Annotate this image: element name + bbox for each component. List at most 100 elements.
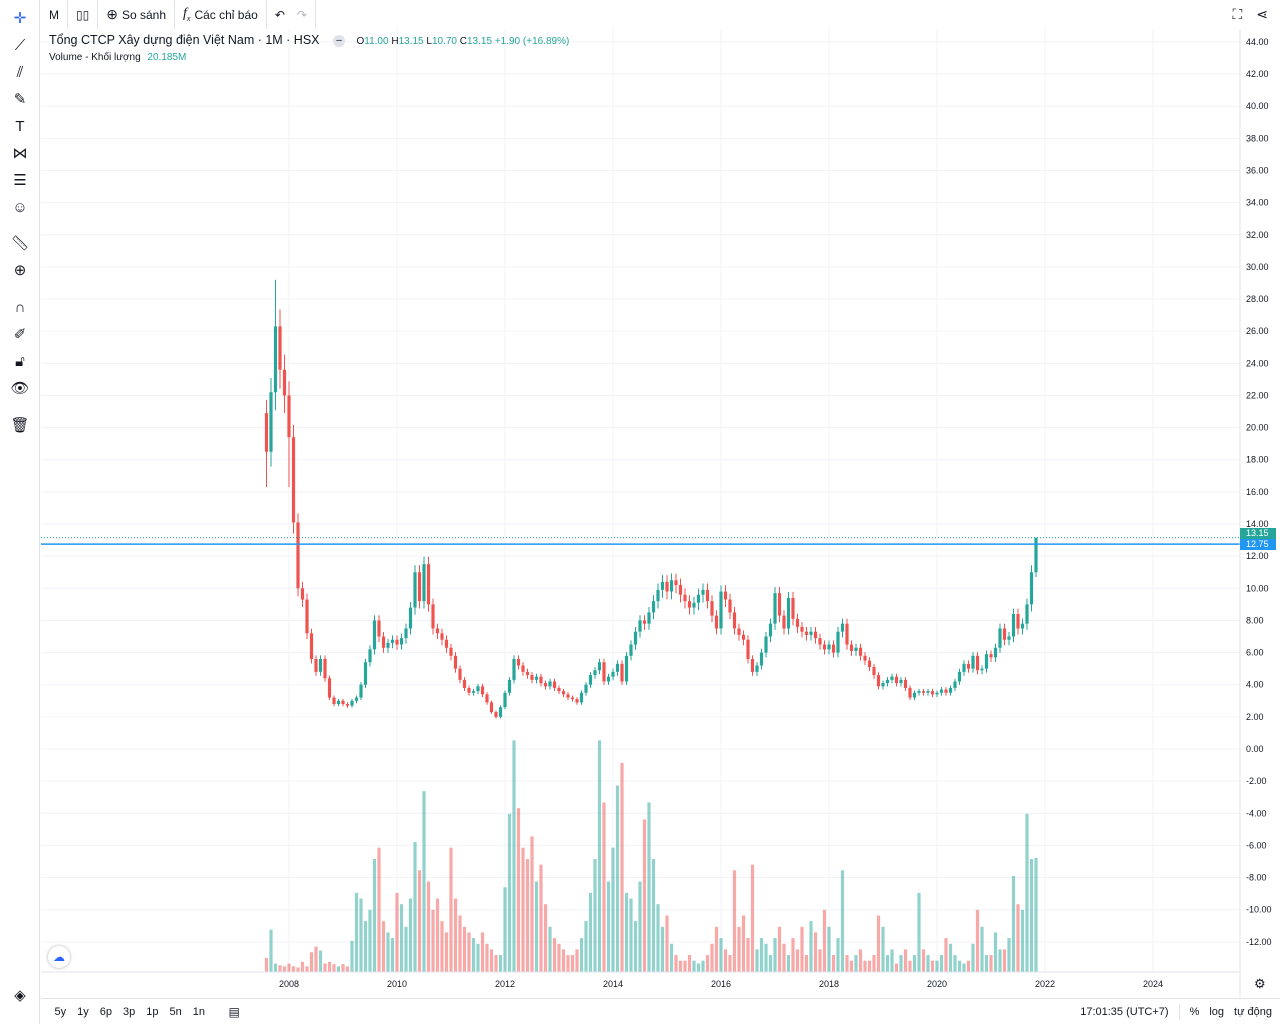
- candle-body: [597, 662, 602, 671]
- candle-body: [926, 691, 930, 693]
- forecast-icon[interactable]: ☰: [13, 172, 27, 189]
- volume-bar: [480, 932, 485, 972]
- volume-bar: [908, 960, 912, 972]
- ruler-icon[interactable]: 📏︎: [10, 235, 30, 252]
- volume-bar: [512, 740, 516, 972]
- volume-bar: [957, 960, 962, 972]
- candle-body: [782, 615, 786, 629]
- text-icon[interactable]: T: [15, 117, 25, 135]
- volume-bar: [791, 938, 795, 972]
- candle-body: [962, 663, 966, 672]
- redo-icon[interactable]: ↷: [296, 7, 307, 22]
- crosshair-icon[interactable]: ✛: [13, 10, 27, 27]
- range-6p[interactable]: 6p: [99, 1005, 112, 1018]
- volume-bar: [620, 762, 624, 972]
- x-tick-label: 2016: [711, 979, 731, 989]
- indicators-button[interactable]: fx Các chỉ báo: [175, 0, 267, 29]
- volume-bar: [543, 904, 548, 972]
- range-1p[interactable]: 1p: [146, 1005, 159, 1018]
- settings-gear-icon[interactable]: ⚙: [1254, 976, 1266, 991]
- share-icon[interactable]: ⋖: [1256, 6, 1268, 22]
- candle-body: [1007, 636, 1011, 640]
- volume-bar: [1025, 813, 1029, 972]
- candle-body: [534, 676, 539, 680]
- volume-bar: [746, 938, 750, 972]
- volume-bar: [422, 791, 426, 972]
- collapse-icon[interactable]: –: [333, 34, 345, 47]
- layers-icon[interactable]: ◈: [14, 987, 26, 1004]
- volume-bar: [750, 864, 755, 972]
- volume-bar: [332, 964, 336, 972]
- plus-circle-icon: ⊕: [106, 6, 118, 22]
- clock[interactable]: 17:01:35 (UTC+7): [1080, 1006, 1169, 1018]
- fullscreen-icon[interactable]: ⛶: [1232, 6, 1243, 22]
- volume-bar: [921, 949, 926, 972]
- lock-icon[interactable]: 🔓︎: [15, 352, 25, 370]
- candle-body: [678, 585, 683, 595]
- trash-icon[interactable]: 🗑︎: [10, 417, 30, 434]
- volume-bar: [498, 955, 503, 972]
- range-1n[interactable]: 1n: [192, 1005, 205, 1018]
- compare-button[interactable]: ⊕ So sánh: [98, 0, 175, 29]
- undo-icon[interactable]: ↶: [274, 7, 285, 22]
- candle-body: [669, 580, 674, 592]
- range-1y[interactable]: 1y: [77, 1005, 89, 1018]
- emoji-icon[interactable]: ☺: [12, 198, 28, 216]
- lock-drawings-icon[interactable]: ✐: [13, 326, 27, 343]
- candle-body: [633, 631, 638, 645]
- candle-body: [269, 392, 273, 452]
- auto-scale-toggle[interactable]: tự động: [1234, 1006, 1272, 1018]
- candle-body: [701, 589, 705, 595]
- candle-body: [471, 691, 476, 693]
- candle-body: [395, 639, 399, 645]
- volume-bar: [755, 949, 759, 972]
- range-3p[interactable]: 3p: [123, 1005, 136, 1018]
- volume-bar: [696, 963, 701, 972]
- log-toggle[interactable]: log: [1209, 1006, 1225, 1018]
- candle-body: [485, 694, 489, 703]
- eye-icon[interactable]: 👁︎: [10, 380, 30, 397]
- zoom-in-icon[interactable]: ⊕: [13, 262, 27, 279]
- candle-body: [1029, 572, 1034, 605]
- range-5y[interactable]: 5y: [54, 1005, 67, 1018]
- candle-body: [881, 683, 885, 687]
- volume-bar: [930, 960, 935, 972]
- pitchfork-icon[interactable]: ⫽: [16, 63, 24, 81]
- magnet-icon[interactable]: ∩: [14, 298, 26, 316]
- candle-body: [944, 689, 948, 693]
- range-5n[interactable]: 5n: [169, 1005, 182, 1018]
- percent-toggle[interactable]: %: [1189, 1006, 1200, 1018]
- volume-bar: [854, 955, 858, 972]
- volume-bar: [296, 967, 300, 972]
- trend-line-icon[interactable]: ⟋: [14, 36, 26, 54]
- symbol-title[interactable]: Tổng CTCP Xây dựng điện Việt Nam · 1M · …: [49, 33, 320, 47]
- date-range-icon[interactable]: ▤: [228, 1004, 240, 1019]
- logo-icon[interactable]: ☁: [48, 946, 70, 968]
- volume-bar: [269, 929, 273, 972]
- x-tick-label: 2014: [603, 979, 623, 989]
- volume-bar: [507, 813, 512, 972]
- volume-bar: [494, 955, 498, 972]
- candle-body: [584, 684, 588, 693]
- volume-bar: [435, 898, 440, 972]
- y-tick-label: 26.00: [1246, 326, 1269, 336]
- chart-type-button[interactable]: ▯▯: [68, 0, 99, 29]
- y-tick-label: 32.00: [1246, 230, 1269, 240]
- candle-body: [800, 626, 804, 632]
- volume-bar: [314, 946, 318, 972]
- pattern-icon[interactable]: ⋈: [12, 145, 28, 162]
- y-tick-label: 10.00: [1246, 583, 1269, 593]
- volume-label[interactable]: Volume - Khối lượng: [49, 52, 141, 63]
- candle-body: [332, 697, 336, 705]
- volume-bar: [521, 847, 525, 972]
- brush-icon[interactable]: ✎: [13, 91, 27, 108]
- candle-body: [903, 679, 908, 688]
- interval-button[interactable]: M: [41, 0, 68, 29]
- compare-label: So sánh: [121, 7, 166, 22]
- candle-body: [467, 687, 471, 693]
- volume-bar: [638, 881, 642, 972]
- candle-body: [1025, 604, 1029, 624]
- volume-bar: [813, 932, 818, 972]
- y-tick-label: 28.00: [1246, 294, 1269, 304]
